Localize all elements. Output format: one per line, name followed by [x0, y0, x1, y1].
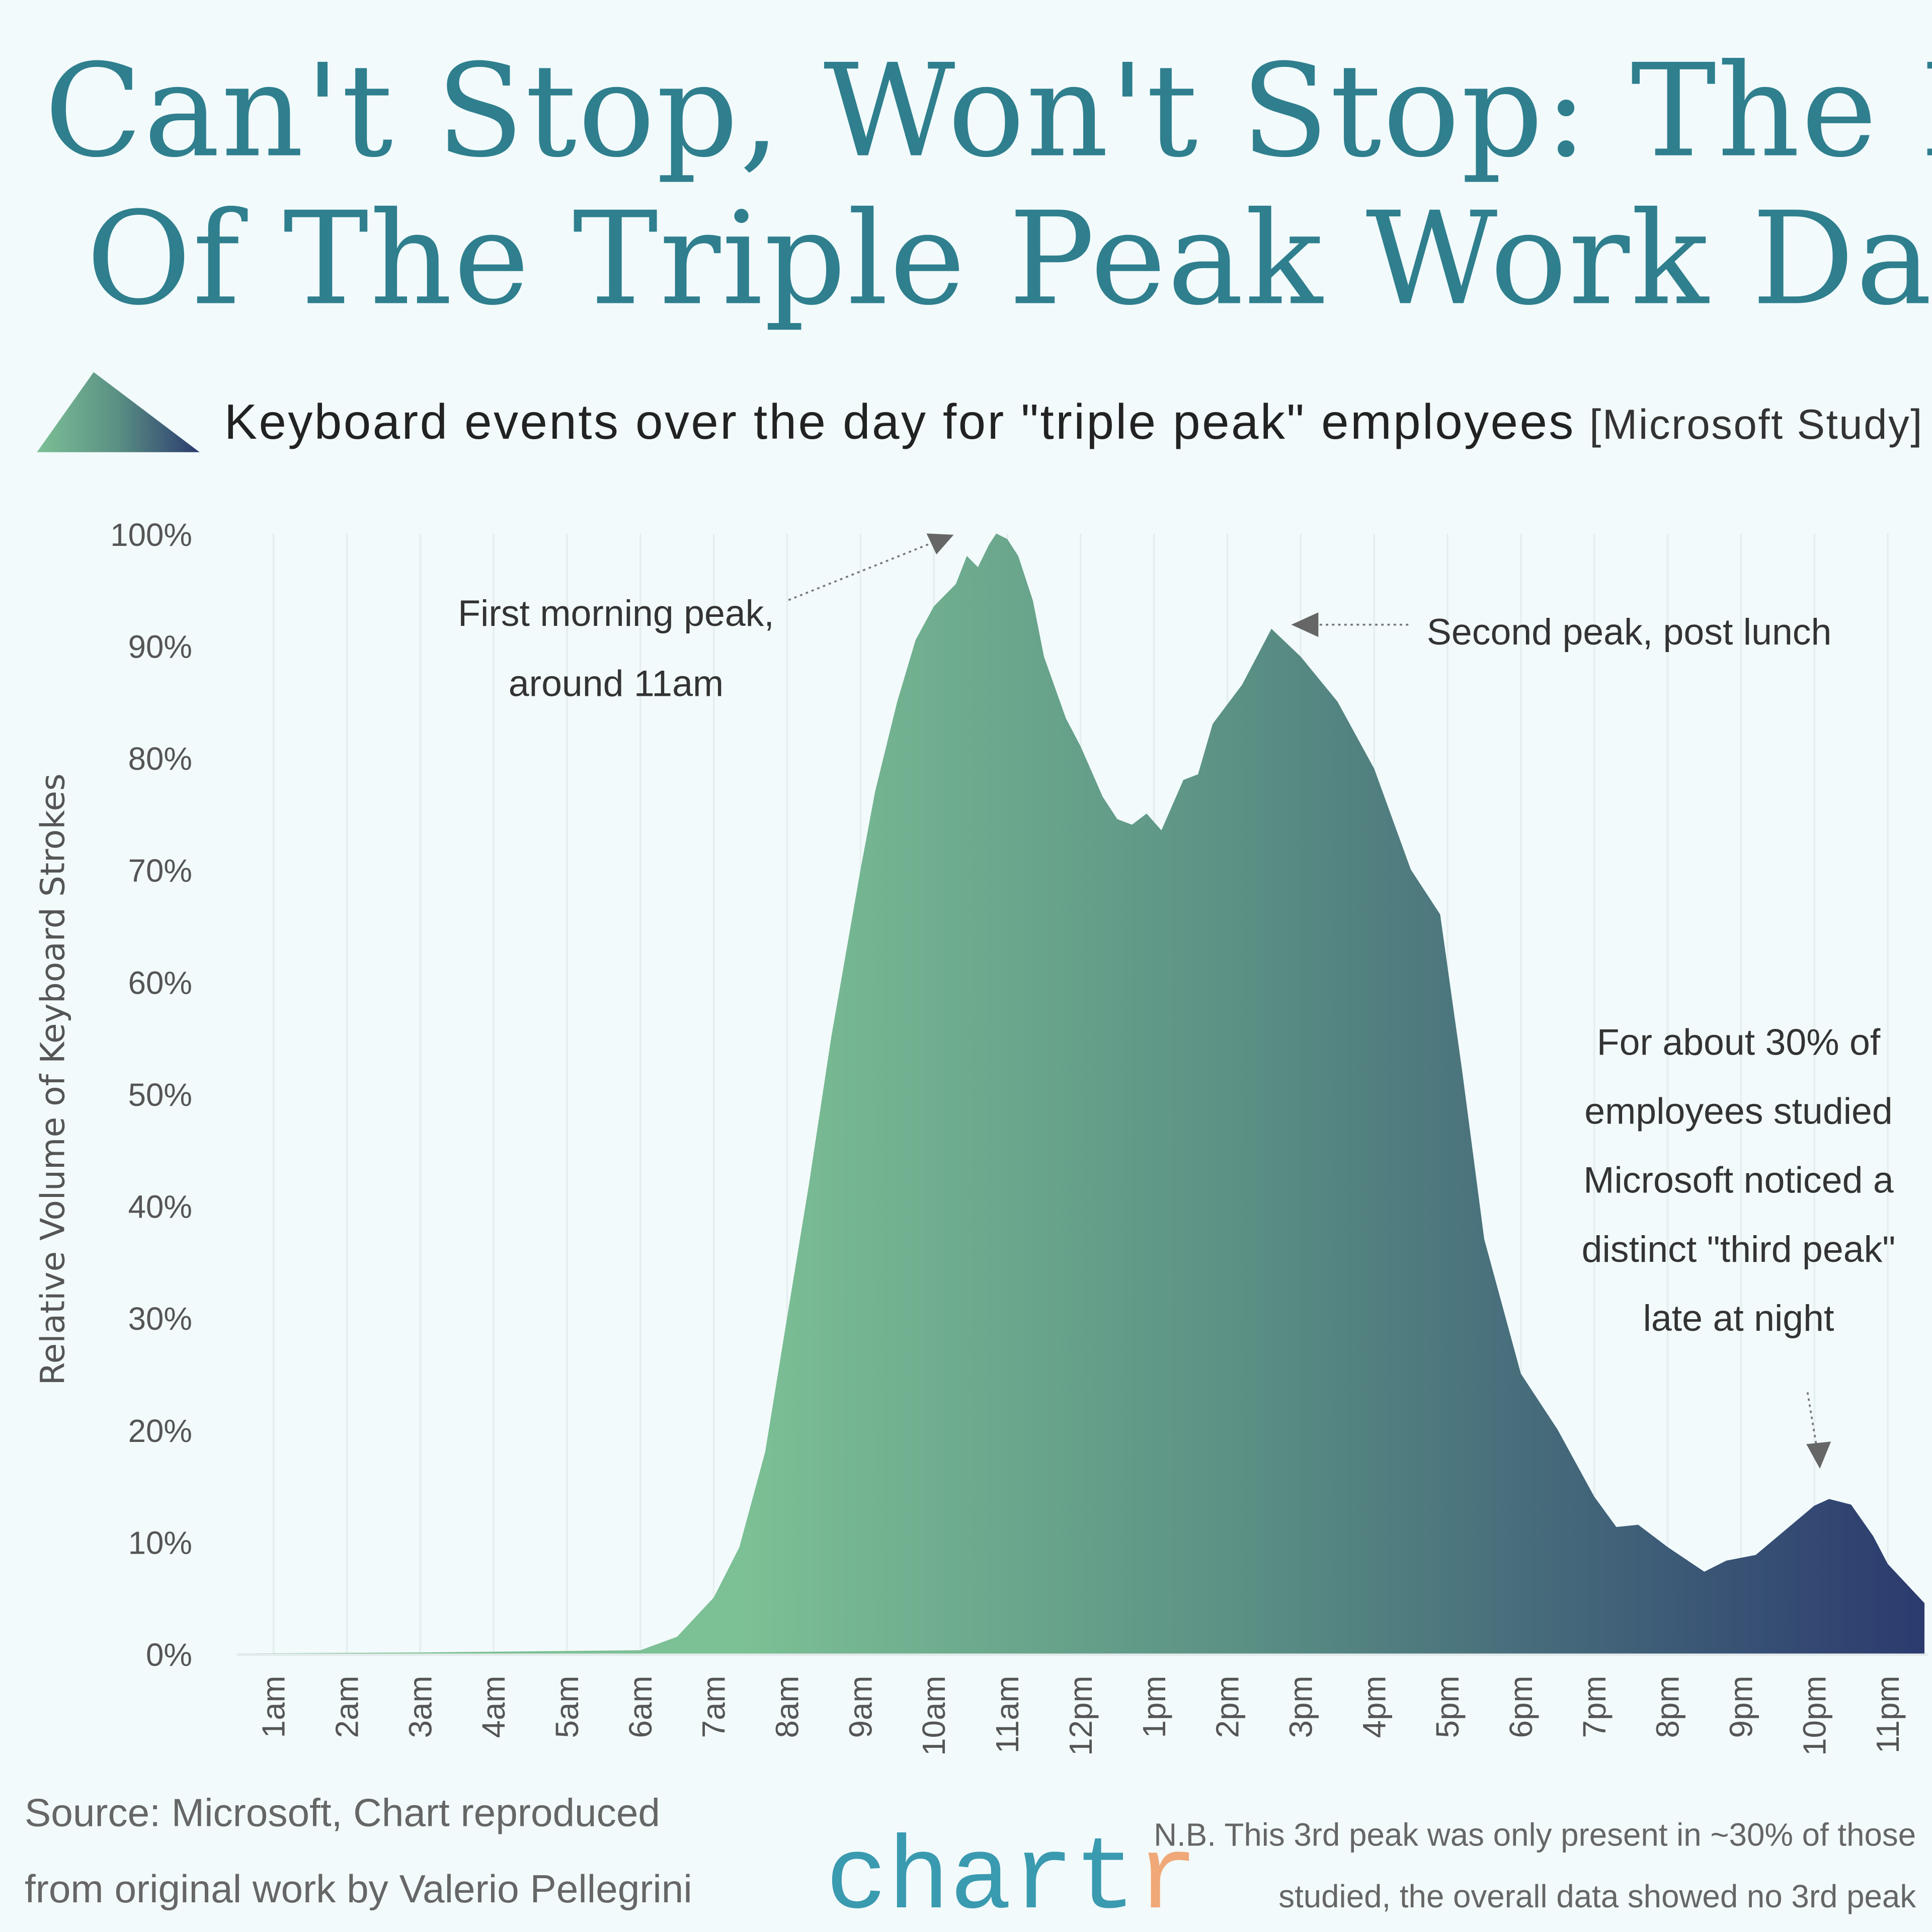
y-tick-label: 90% [128, 629, 192, 665]
annotation-third-peak: For about 30% of employees studied Micro… [1582, 1021, 1896, 1469]
x-tick-label: 7pm [1577, 1676, 1613, 1738]
title-line-1: Can't Stop, Won't Stop: The Rise [44, 37, 1932, 186]
title-line-2: Of The Triple Peak Work Day [86, 185, 1932, 334]
x-axis-ticks: 1am 2am 3am 4am 5am 6am 7am 8am 9am 10am 11am 12pm 1… [256, 1676, 1906, 1756]
arrowhead-icon [1291, 612, 1319, 637]
x-tick-label: 12pm [1063, 1676, 1099, 1756]
chartr-logo: chartr [826, 1821, 1198, 1932]
x-tick-label: 1am [256, 1676, 292, 1738]
y-axis-ticks: 0% 10% 20% 30% 40% 50% 60% 70% 80% 90% 100% [110, 517, 192, 1673]
y-tick-label: 40% [128, 1189, 192, 1225]
x-tick-label: 10am [916, 1676, 952, 1756]
subtitle-source: [Microsoft Study] [1589, 401, 1922, 448]
logo-accent: r [1136, 1821, 1198, 1932]
x-tick-label: 8pm [1650, 1676, 1686, 1738]
x-tick-label: 9pm [1723, 1676, 1759, 1738]
logo-main: chart [826, 1821, 1136, 1932]
x-tick-label: 10pm [1797, 1676, 1832, 1756]
x-tick-label: 5am [549, 1676, 585, 1738]
x-tick-label: 6pm [1503, 1676, 1539, 1738]
y-tick-label: 0% [146, 1637, 192, 1673]
annotation-line: distinct "third peak" [1582, 1228, 1896, 1270]
x-tick-label: 11am [990, 1676, 1025, 1754]
x-tick-label: 2am [330, 1676, 365, 1738]
x-tick-label: 1pm [1137, 1676, 1172, 1738]
annotation-line: For about 30% of [1597, 1021, 1881, 1063]
source-line-2: from original work by Valerio Pellegrini [25, 1867, 692, 1911]
annotation-second-peak: Second peak, post lunch [1291, 611, 1831, 653]
source-line-1: Source: Microsoft, Chart reproduced [25, 1790, 660, 1834]
x-tick-label: 4am [476, 1676, 512, 1738]
y-tick-label: 100% [110, 517, 192, 553]
y-tick-label: 50% [128, 1077, 192, 1113]
x-tick-label: 7am [696, 1676, 732, 1738]
y-tick-label: 70% [128, 853, 192, 889]
annotation-line: First morning peak, [458, 592, 774, 634]
x-tick-label: 8am [770, 1676, 806, 1738]
x-tick-label: 9am [843, 1676, 878, 1738]
x-tick-label: 3pm [1283, 1676, 1319, 1738]
annotation-line: Second peak, post lunch [1427, 611, 1831, 653]
x-tick-label: 6am [623, 1676, 659, 1738]
y-tick-label: 80% [128, 741, 192, 777]
y-tick-label: 30% [128, 1301, 192, 1337]
x-tick-label: 5pm [1430, 1676, 1466, 1738]
annotation-leader [788, 541, 935, 601]
subtitle: Keyboard events over the day for "triple… [224, 394, 1574, 449]
annotation-line: late at night [1643, 1297, 1834, 1339]
annotation-first-peak: First morning peak, around 11am [458, 533, 954, 704]
y-tick-label: 10% [128, 1525, 192, 1561]
annotation-line: employees studied [1584, 1090, 1892, 1132]
note-line-2: studied, the overall data showed no 3rd … [1278, 1879, 1916, 1914]
annotation-leader [1806, 1392, 1817, 1444]
x-tick-label: 2pm [1210, 1676, 1246, 1738]
arrowhead-icon [1806, 1441, 1831, 1469]
annotation-line: Microsoft noticed a [1583, 1159, 1894, 1201]
area-series [236, 533, 1925, 1654]
note-line-1: N.B. This 3rd peak was only present in ~… [1154, 1817, 1916, 1853]
x-tick-label: 4pm [1356, 1676, 1392, 1738]
x-tick-label: 11pm [1870, 1676, 1906, 1754]
y-tick-label: 20% [128, 1413, 192, 1449]
y-tick-label: 60% [128, 965, 192, 1001]
legend-triangle-icon [37, 372, 200, 452]
y-axis-label: Relative Volume of Keyboard Strokes [33, 773, 72, 1385]
x-tick-label: 3am [403, 1676, 438, 1738]
arrowhead-icon [926, 533, 954, 555]
annotation-line: around 11am [509, 663, 723, 704]
